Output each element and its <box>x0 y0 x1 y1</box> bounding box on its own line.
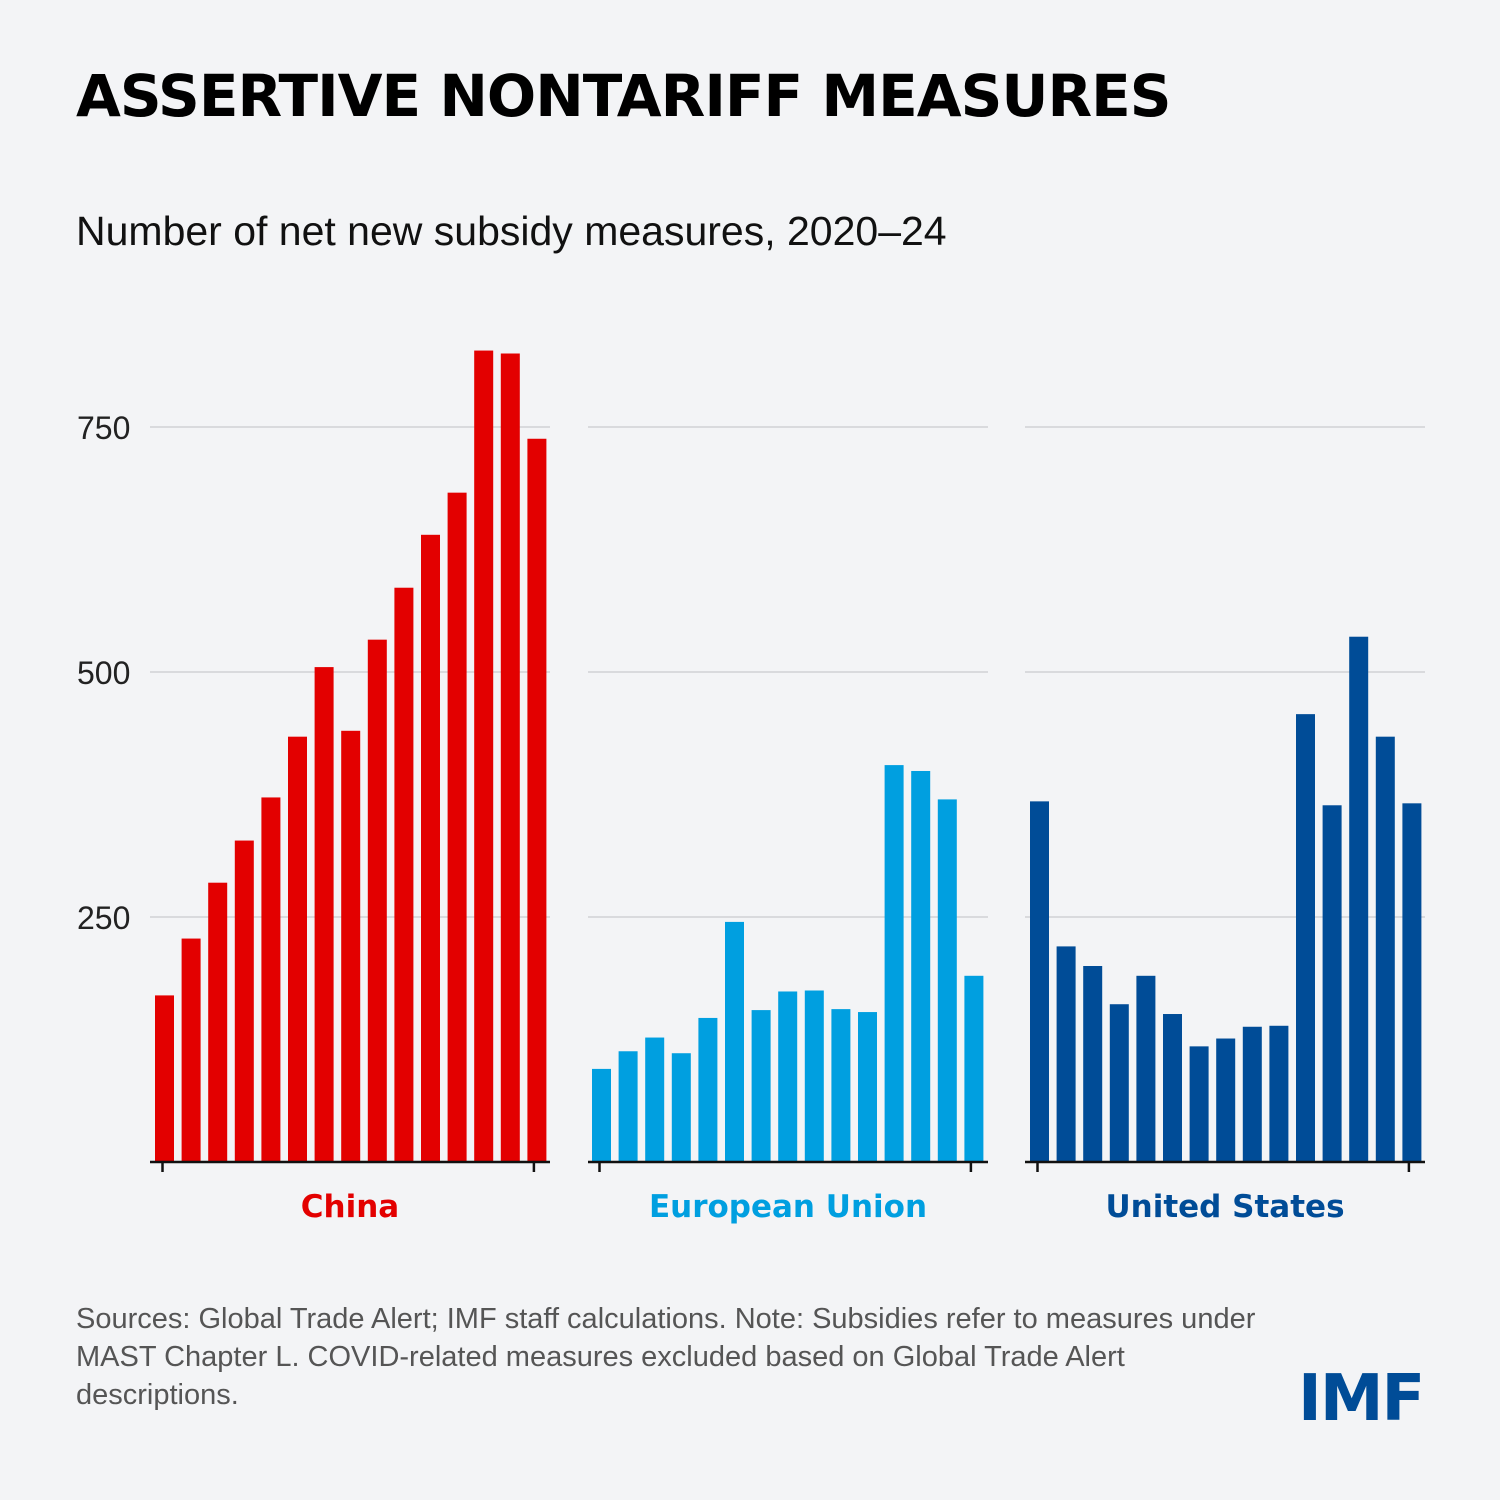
x-axes <box>150 1160 1425 1172</box>
bar-united-states-5 <box>1136 975 1156 1162</box>
bar-european-union-3 <box>645 1037 665 1162</box>
bar-china-14 <box>500 353 520 1162</box>
bar-united-states-4 <box>1109 1004 1129 1162</box>
bar-european-union-11 <box>858 1012 877 1162</box>
bar-china-2 <box>181 938 201 1162</box>
y-axis-ticks: 250 500 750 <box>77 410 130 936</box>
bar-united-states-15 <box>1402 803 1422 1162</box>
panel-label-united-states: United States <box>1105 1189 1344 1225</box>
bar-united-states-7 <box>1189 1046 1209 1162</box>
bar-china-13 <box>474 350 494 1162</box>
bar-china-5 <box>261 797 281 1162</box>
bar-united-states-10 <box>1269 1025 1289 1162</box>
bar-european-union-9 <box>804 990 824 1162</box>
bar-european-union-14 <box>937 799 957 1162</box>
bar-united-states-14 <box>1375 736 1395 1162</box>
bar-european-union-2 <box>618 1051 638 1162</box>
y-tick-label: 500 <box>77 655 130 691</box>
bar-china-4 <box>234 840 254 1162</box>
bar-united-states-1 <box>1030 801 1049 1162</box>
bar-united-states-11 <box>1296 714 1315 1162</box>
panel-labels: China European Union United States <box>301 1189 1345 1225</box>
source-note: Sources: Global Trade Alert; IMF staff c… <box>76 1303 1256 1411</box>
bar-united-states-12 <box>1322 805 1342 1162</box>
bar-united-states-9 <box>1242 1026 1262 1162</box>
bar-european-union-12 <box>884 765 904 1162</box>
bar-united-states-6 <box>1163 1014 1182 1162</box>
bar-united-states-2 <box>1056 946 1076 1162</box>
bar-china-10 <box>394 587 414 1162</box>
y-tick-label: 750 <box>77 410 130 446</box>
bar-european-union-13 <box>911 770 931 1162</box>
bar-china-8 <box>341 730 361 1162</box>
imf-logo: IMF <box>1298 1362 1425 1436</box>
chart-title: ASSERTIVE NONTARIFF MEASURES <box>76 62 1172 130</box>
bar-china-11 <box>421 534 440 1162</box>
y-tick-label: 250 <box>77 900 130 936</box>
chart-subtitle: Number of net new subsidy measures, 2020… <box>76 208 947 254</box>
bar-european-union-8 <box>778 991 798 1162</box>
bar-united-states-8 <box>1216 1038 1236 1162</box>
bar-china-9 <box>367 639 387 1162</box>
bar-china-7 <box>314 667 334 1162</box>
bar-united-states-3 <box>1083 966 1103 1162</box>
bar-china-1 <box>155 995 174 1162</box>
panel-label-china: China <box>301 1189 399 1225</box>
bar-european-union-15 <box>964 975 984 1162</box>
panel-label-european-union: European Union <box>649 1189 927 1225</box>
bar-european-union-5 <box>698 1017 718 1162</box>
bar-china-3 <box>208 882 228 1162</box>
bar-european-union-1 <box>592 1068 611 1162</box>
bar-china-12 <box>447 492 467 1162</box>
bar-china-15 <box>527 438 547 1162</box>
bar-european-union-6 <box>725 921 744 1162</box>
bar-china-6 <box>288 736 307 1162</box>
bar-european-union-10 <box>831 1009 851 1162</box>
bar-united-states-13 <box>1349 636 1369 1162</box>
bar-european-union-7 <box>751 1010 771 1162</box>
bars <box>155 350 1422 1162</box>
bar-european-union-4 <box>671 1053 691 1162</box>
